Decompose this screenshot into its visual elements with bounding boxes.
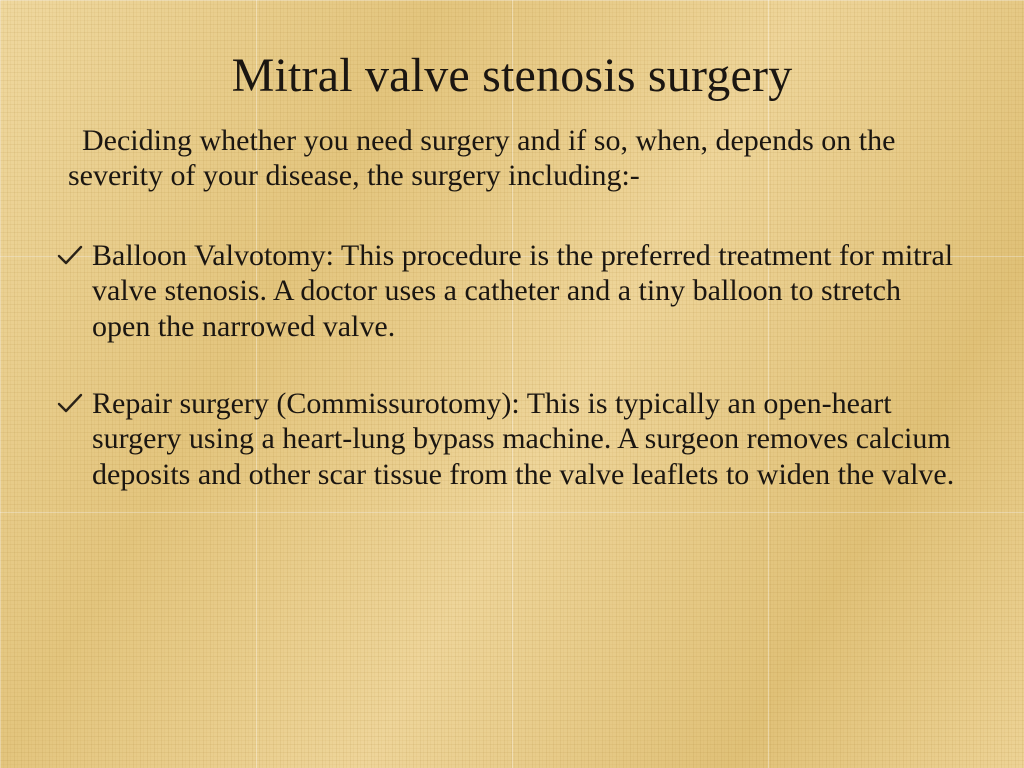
list-item: Balloon Valvotomy: This procedure is the… [58,238,966,344]
bullet-text: Repair surgery (Commissurotomy): This is… [92,387,954,491]
bullet-text: Balloon Valvotomy: This procedure is the… [92,239,953,343]
intro-paragraph: Deciding whether you need surgery and if… [58,123,966,194]
list-item: Repair surgery (Commissurotomy): This is… [58,386,966,492]
checkmark-icon [56,392,84,416]
checkmark-icon [56,244,84,268]
bullet-list: Balloon Valvotomy: This procedure is the… [58,238,966,492]
slide-title: Mitral valve stenosis surgery [58,48,966,103]
slide: Mitral valve stenosis surgery Deciding w… [0,0,1024,768]
